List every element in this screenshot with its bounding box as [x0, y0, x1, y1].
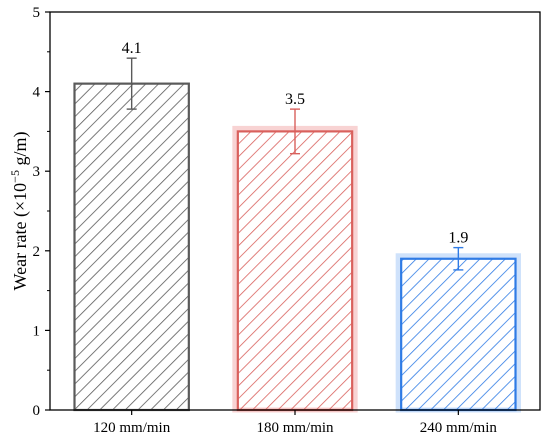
plot-area: 4.1 3.5 1.9	[69, 40, 521, 413]
x-axis: 120 mm/min 180 mm/min 240 mm/min	[93, 410, 497, 436]
data-label: 4.1	[122, 40, 142, 57]
bar	[236, 130, 354, 412]
y-axis: 0 1 2 3 4 5	[33, 5, 50, 419]
y-tick-label: 5	[33, 5, 41, 21]
x-tick-label: 120 mm/min	[93, 420, 171, 436]
x-tick-label: 180 mm/min	[256, 420, 334, 436]
x-tick-label: 240 mm/min	[420, 420, 498, 436]
data-label: 3.5	[285, 91, 305, 108]
y-tick-label: 4	[33, 85, 41, 101]
data-label: 1.9	[448, 230, 468, 247]
y-tick-label: 0	[33, 403, 41, 419]
y-axis-title: Wear rate (×10−5 g/m)	[8, 132, 31, 291]
y-tick-label: 2	[33, 244, 41, 260]
bar	[73, 82, 190, 412]
y-tick-label: 3	[33, 164, 41, 180]
y-tick-label: 1	[33, 323, 41, 339]
bar	[400, 257, 517, 412]
